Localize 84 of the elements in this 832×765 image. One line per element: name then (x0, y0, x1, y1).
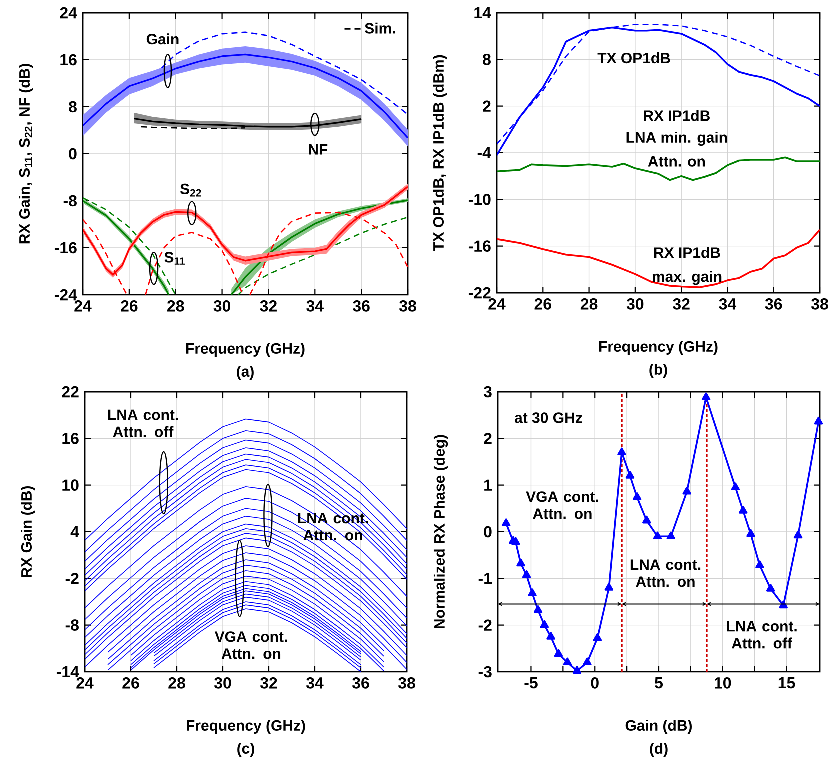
y-tick-label: 22 (62, 386, 79, 398)
x-tick-label: 34 (306, 300, 324, 312)
annotation: NF (309, 144, 328, 155)
y-tick-label: -16 (468, 240, 491, 252)
x-tick-label: 26 (122, 678, 140, 689)
annotation: LNA cont. Attn. off (108, 410, 178, 438)
y-tick-label: -16 (54, 242, 77, 254)
y-tick-label: -3 (478, 666, 492, 678)
y-tick-label: 8 (69, 101, 77, 113)
y-tick-label: 24 (60, 7, 78, 19)
y-tick-label: 4 (70, 526, 80, 538)
y-tick-label: 16 (60, 54, 77, 66)
y-axis-title: Normalized RX Phase (deg) (434, 435, 448, 629)
y-tick-label: 2 (484, 433, 492, 444)
annotation: max. gain (652, 271, 722, 286)
x-axis-title: Gain (dB) (626, 720, 692, 734)
x-tick-label: 0 (591, 678, 599, 689)
x-tick-label: 32 (673, 298, 690, 310)
y-tick-label: 3 (484, 386, 492, 398)
x-tick-label: 28 (580, 298, 598, 310)
y-tick-label: 2 (483, 100, 491, 112)
x-tick-label: 5 (655, 678, 664, 689)
y-tick-label: -1 (478, 573, 492, 584)
y-tick-label: -22 (468, 287, 491, 299)
annotation: LNA cont. Attn. off (727, 621, 797, 649)
annotation: LNA cont. Attn. on (630, 560, 701, 588)
x-tick-label: 30 (626, 298, 644, 310)
annotation: VGA cont. Attn. on (526, 492, 598, 520)
y-tick-label: 14 (474, 7, 492, 18)
text: (d) (650, 742, 668, 757)
x-tick-label: 36 (353, 300, 370, 312)
x-tick-label: 28 (168, 678, 186, 689)
y-tick-label: 0 (484, 526, 492, 538)
x-tick-label: -5 (524, 678, 538, 689)
x-tick-label: 38 (811, 298, 828, 310)
legend-label: Sim. (365, 22, 396, 34)
annotation: S$_{11}$ (164, 252, 186, 265)
x-tick-label: 26 (534, 298, 552, 310)
x-axis-title: Frequency (GHz) (187, 720, 306, 734)
annotation: VGA cont. Attn. on (214, 632, 288, 660)
x-tick-label: 28 (168, 300, 184, 312)
x-tick-label: 32 (260, 300, 277, 312)
y-axis-title: RX Gain, S$_{11}$, S$_{22}$, NF (dB) (19, 64, 33, 244)
y-tick-label: -4 (478, 147, 492, 158)
annotation: S$_{22}$ (180, 184, 202, 197)
annotation: RX IP1dB (654, 247, 720, 258)
x-tick-label: 36 (352, 678, 370, 689)
y-tick-label: -2 (66, 573, 79, 584)
y-axis-title: TX OP1dB, RX IP1dB (dBm) (433, 55, 447, 252)
x-tick-label: 36 (765, 298, 782, 310)
y-axis-title: RX Gain (dB) (21, 486, 35, 578)
y-tick-label: -14 (56, 666, 80, 678)
y-tick-label: -8 (66, 620, 79, 631)
annotation: Attn. on (648, 156, 705, 167)
y-tick-label: 1 (484, 480, 492, 491)
y-tick-label: 8 (483, 54, 491, 66)
x-tick-label: 38 (398, 678, 416, 689)
annotation: Gain (146, 34, 179, 45)
annotation: LNA min. gain (626, 132, 728, 146)
x-tick-label: 32 (260, 678, 278, 689)
annotation: RX IP1dB (644, 110, 710, 122)
annotation: TX OP1dB (598, 52, 670, 64)
y-tick-label: -10 (468, 194, 491, 206)
text: (c) (238, 742, 254, 757)
x-tick-label: 34 (719, 298, 737, 310)
y-tick-label: 0 (69, 148, 77, 160)
y-tick-label: 16 (62, 432, 79, 444)
x-tick-label: 34 (306, 678, 324, 689)
x-tick-label: 38 (399, 300, 416, 312)
x-tick-label: 30 (214, 300, 231, 312)
x-tick-label: 10 (714, 678, 732, 689)
text: (a) (237, 366, 254, 380)
x-tick-label: 30 (214, 678, 232, 689)
x-tick-label: 15 (778, 678, 796, 689)
x-axis-title: Frequency (GHz) (186, 342, 305, 357)
y-tick-label: -8 (64, 195, 77, 207)
x-tick-label: 26 (121, 300, 138, 312)
text: (b) (650, 364, 668, 378)
x-tick-label: 24 (76, 678, 94, 689)
x-axis-title: Frequency (GHz) (600, 340, 718, 355)
y-tick-label: -2 (478, 620, 492, 631)
y-tick-label: -24 (54, 289, 78, 301)
y-tick-label: 10 (62, 480, 79, 491)
annotation: at 30 GHz (514, 412, 582, 424)
